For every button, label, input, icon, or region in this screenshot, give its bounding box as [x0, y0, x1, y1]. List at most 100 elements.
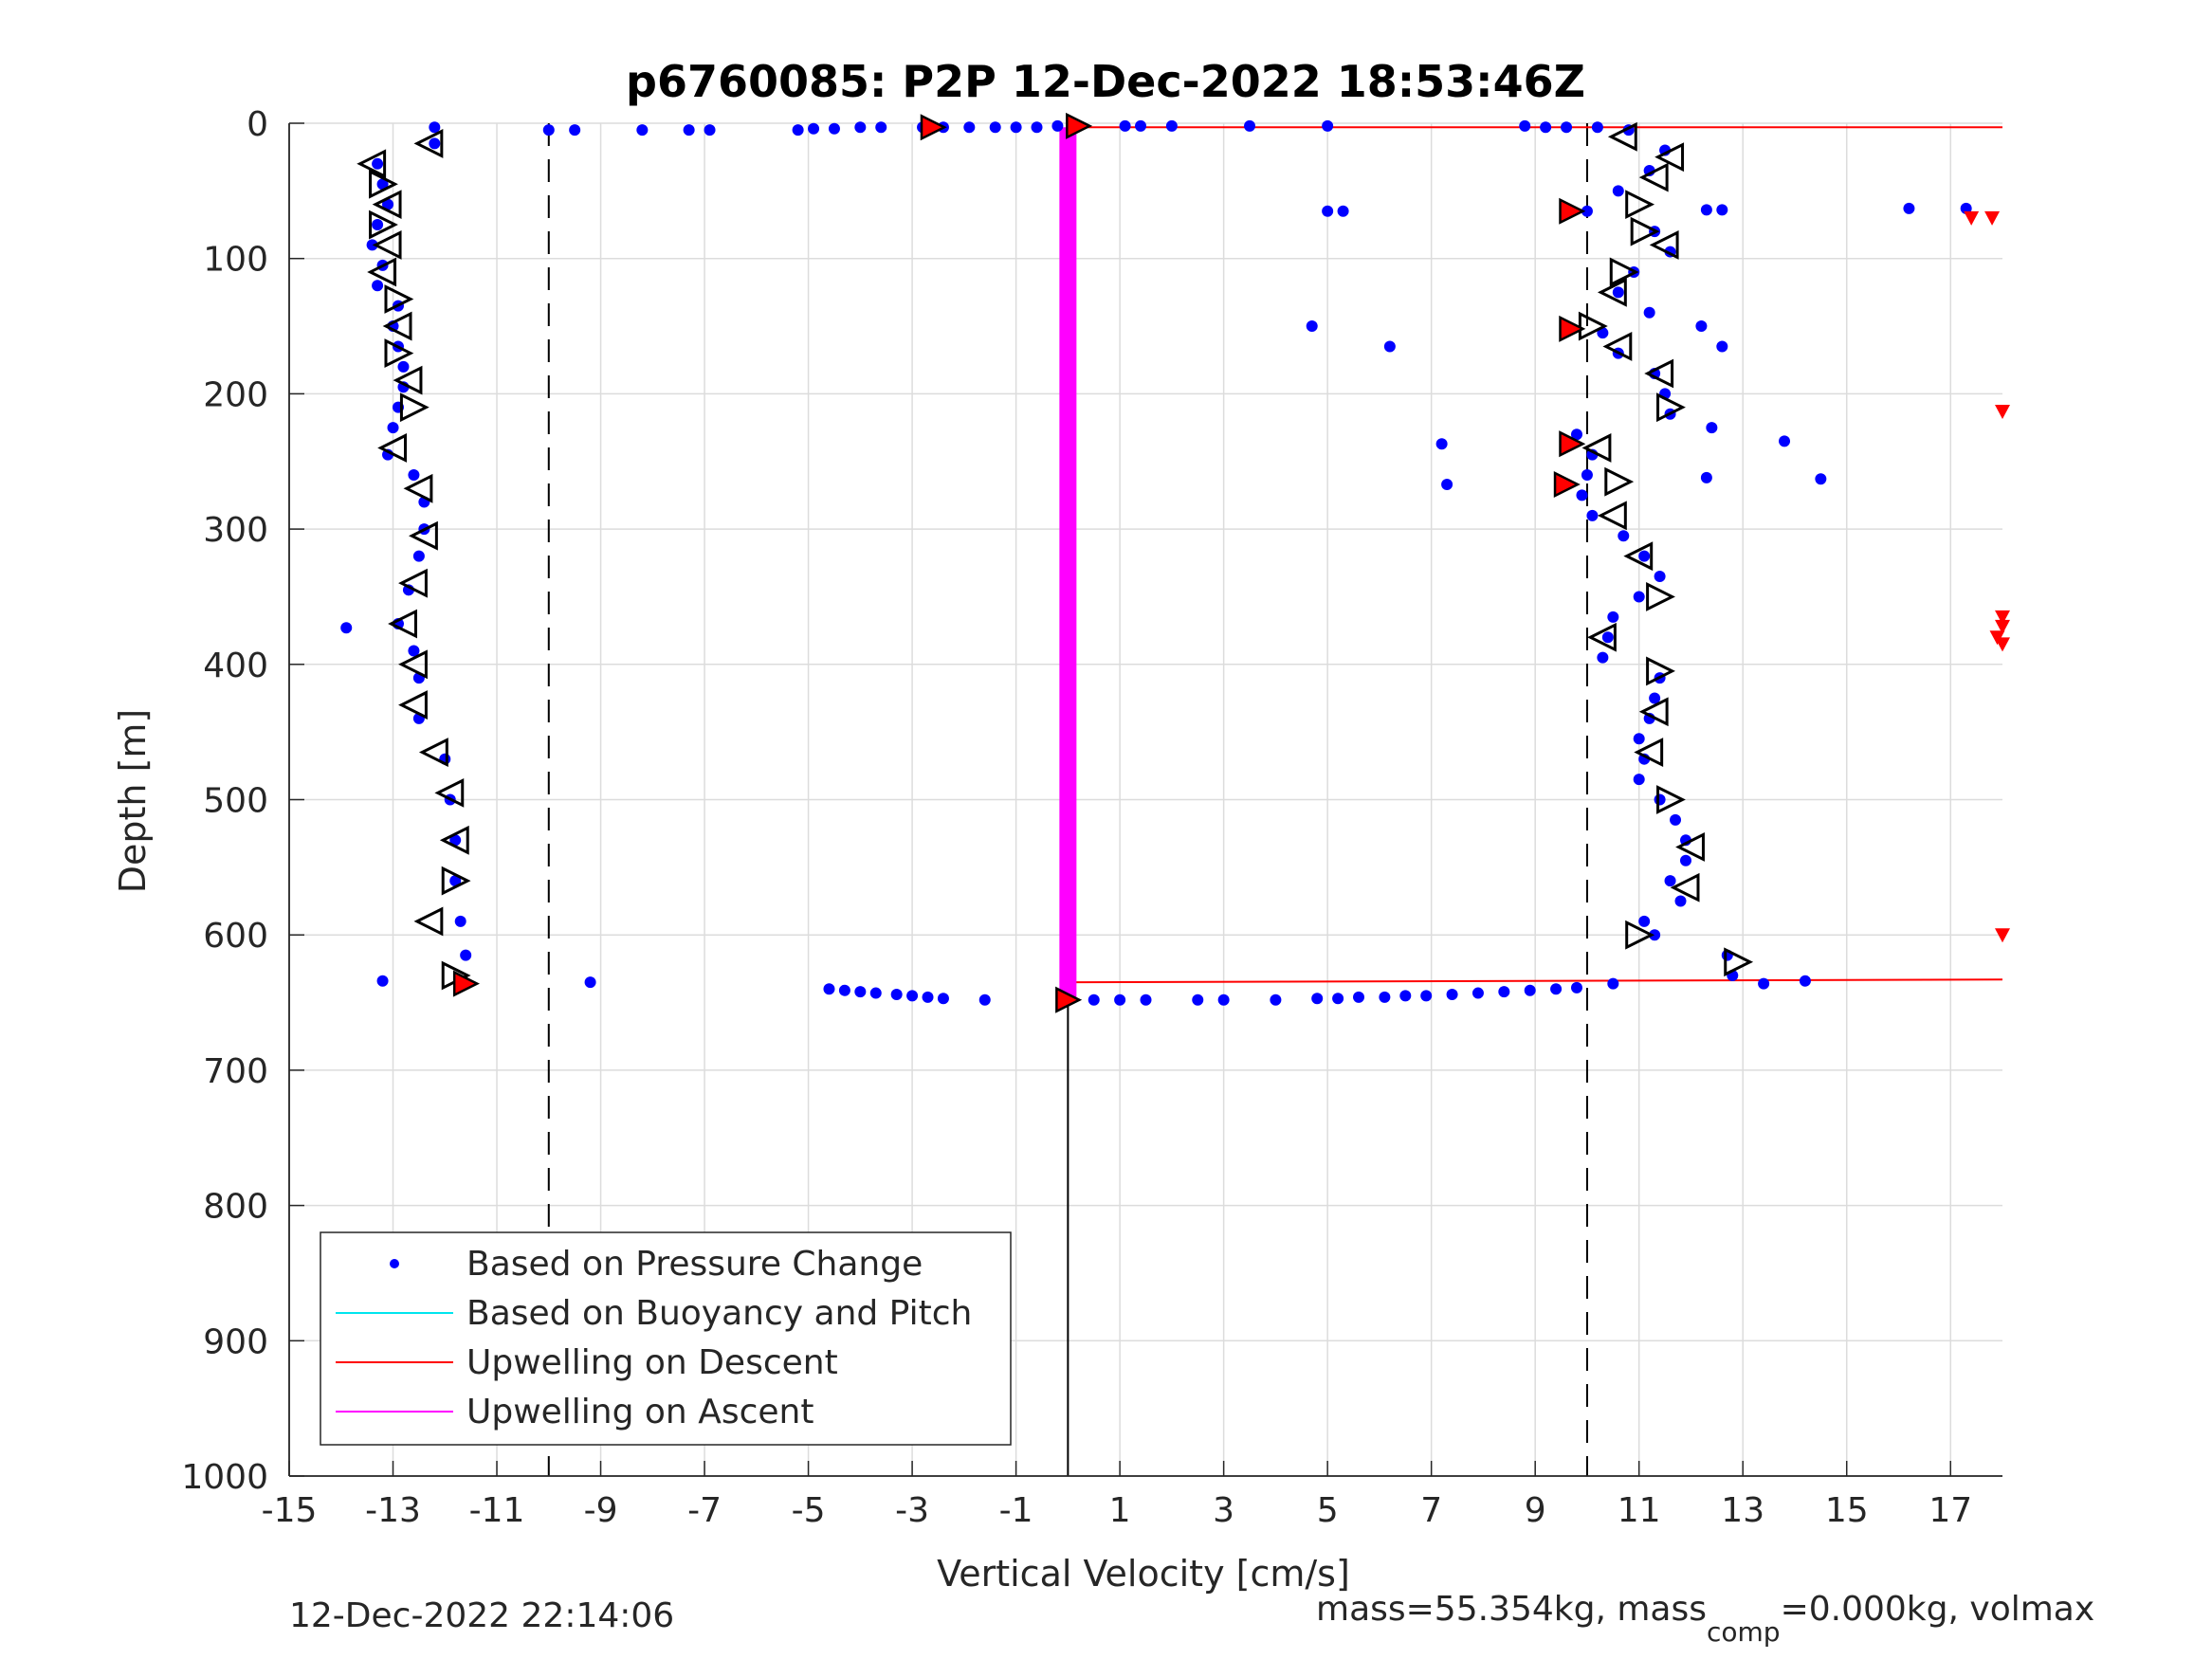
surface-point: [1540, 121, 1552, 134]
ascent-point: [1643, 306, 1655, 319]
descent-point: [382, 198, 394, 210]
descent-point: [460, 949, 472, 961]
bottom-point: [1353, 991, 1365, 1003]
surface-point: [792, 124, 804, 137]
red-triangle-marker: [1559, 197, 1586, 225]
bottom-point: [1399, 990, 1412, 1002]
surface-point: [963, 121, 976, 134]
descent-point: [449, 875, 462, 887]
triangle-marker: [1646, 582, 1675, 611]
bottom-point: [1088, 994, 1100, 1006]
ascent-point: [1581, 205, 1593, 217]
surface-point: [828, 122, 840, 135]
bottom-point: [1192, 994, 1204, 1006]
bottom-point: [1550, 983, 1563, 995]
surface-point: [1135, 119, 1147, 132]
surface-point: [1561, 121, 1573, 134]
surface-point: [1591, 121, 1603, 134]
footer-mass-info: mass=55.354kg, masscomp=0.000kg, volmax: [1316, 1590, 2094, 1648]
triangle-marker: [367, 257, 397, 287]
ascent-point: [1649, 929, 1661, 941]
triangle-marker: [372, 230, 402, 260]
outlier-point: [1306, 320, 1318, 333]
outlier-point: [1383, 340, 1396, 353]
triangle-marker: [1656, 785, 1686, 814]
descent-point: [454, 915, 466, 927]
bottom-point: [1524, 984, 1536, 996]
surface-point: [875, 121, 887, 134]
y-axis-label: Depth [m]: [112, 709, 154, 894]
ascent-point: [1674, 895, 1687, 907]
red-down-marker: [1995, 610, 2010, 625]
bottom-point: [937, 993, 949, 1005]
outlier-point: [1815, 473, 1827, 485]
ascent-point: [1607, 611, 1619, 623]
legend-box: [320, 1231, 1012, 1446]
triangle-marker: [413, 128, 444, 158]
descent-point: [412, 550, 425, 562]
ascent-point: [1654, 571, 1666, 583]
surface-point: [704, 124, 716, 137]
footer-mass-suffix: =0.000kg, volmax: [1781, 1590, 2095, 1629]
red-down-marker: [1995, 637, 2010, 652]
triangle-marker: [1634, 738, 1664, 767]
ascent-point: [1670, 813, 1682, 826]
red-triangle-marker: [452, 970, 480, 997]
bottom-point: [854, 986, 867, 998]
outlier-point: [584, 976, 596, 989]
bottom-point: [922, 991, 934, 1003]
surface-point: [854, 121, 867, 134]
outlier-point: [1779, 435, 1791, 447]
triangle-marker: [1654, 142, 1685, 173]
descent-point: [372, 157, 384, 170]
surface-point: [1010, 121, 1022, 134]
footer-timestamp: 12-Dec-2022 22:14:06: [289, 1596, 674, 1635]
triangle-marker: [434, 777, 465, 808]
triangle-marker: [1581, 433, 1612, 463]
red-triangle-marker: [1559, 315, 1586, 342]
triangle-marker: [413, 906, 444, 937]
triangle-marker: [356, 149, 387, 179]
ascent-point: [1586, 509, 1599, 521]
triangle-marker: [1638, 697, 1669, 727]
surface-point: [808, 122, 820, 135]
legend-label: Based on Pressure Change: [466, 1245, 923, 1284]
outlier-point: [1706, 422, 1718, 434]
outlier-point: [1716, 204, 1728, 216]
red-down-marker: [1984, 210, 2001, 226]
triangle-marker: [1675, 832, 1705, 862]
surface-point: [1519, 119, 1531, 132]
surface-point: [989, 121, 1001, 134]
x-tick-label: -3: [895, 1491, 929, 1530]
descent-point: [376, 178, 389, 191]
triangle-marker: [384, 338, 414, 369]
bottom-point: [906, 990, 919, 1002]
descent-point: [366, 239, 378, 251]
triangle-marker: [1623, 541, 1654, 572]
descent-point: [429, 121, 441, 134]
outlier-point: [1322, 205, 1334, 217]
ascent-point: [1570, 428, 1582, 441]
bottom-point: [978, 994, 991, 1006]
outlier-point: [376, 975, 389, 987]
y-tick-label: 700: [203, 1052, 268, 1091]
triangle-marker: [388, 609, 417, 639]
ascent-point: [1612, 286, 1624, 299]
red-down-marker: [1964, 210, 1980, 226]
x-tick-label: 11: [1618, 1491, 1661, 1530]
legend-label: Upwelling on Ascent: [466, 1393, 814, 1431]
triangle-marker: [377, 433, 408, 463]
descent-point: [408, 469, 420, 482]
y-tick-label: 400: [203, 647, 268, 685]
y-tick-label: 300: [203, 511, 268, 550]
footer-mass-prefix: mass=55.354kg, mass: [1316, 1590, 1707, 1629]
outlier-point: [1435, 438, 1448, 450]
red-triangle-marker: [1553, 470, 1581, 499]
surface-point: [1165, 119, 1178, 132]
ascent-point: [1612, 185, 1624, 197]
x-tick-label: -11: [469, 1491, 525, 1530]
triangle-marker: [441, 866, 471, 896]
footer-mass-sub: comp: [1707, 1616, 1781, 1648]
bottom-point: [1758, 977, 1770, 990]
bottom-point: [869, 987, 882, 999]
